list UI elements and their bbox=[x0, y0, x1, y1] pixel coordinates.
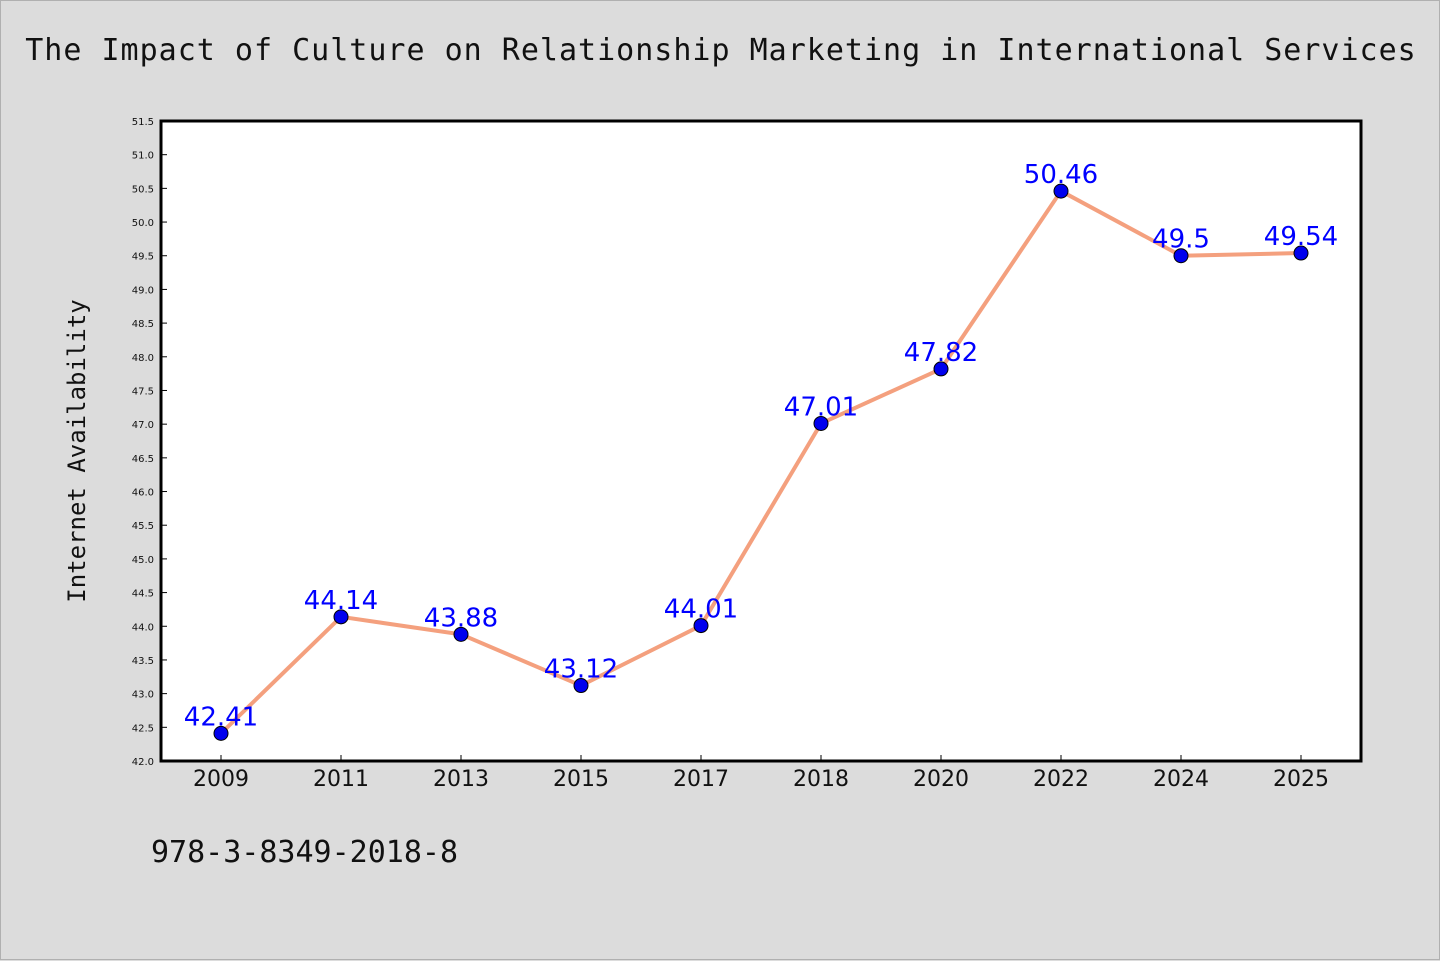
isbn-text: 978-3-8349-2018-8 bbox=[151, 835, 459, 870]
y-tick-label: 47.5 bbox=[132, 386, 154, 397]
data-label: 47.82 bbox=[904, 338, 978, 368]
y-tick-label: 48.5 bbox=[132, 319, 154, 330]
series-line bbox=[219, 189, 1302, 735]
x-tick-label: 2013 bbox=[433, 767, 489, 792]
x-tick-label: 2025 bbox=[1273, 767, 1329, 792]
data-label: 50.46 bbox=[1024, 160, 1098, 190]
y-tick-label: 42.5 bbox=[132, 723, 154, 734]
data-point bbox=[213, 725, 229, 741]
data-label: 47.01 bbox=[784, 392, 858, 422]
y-tick-label: 44.5 bbox=[132, 589, 154, 600]
data-label: 43.12 bbox=[544, 655, 618, 685]
data-point bbox=[813, 415, 829, 431]
y-tick-label: 45.0 bbox=[132, 555, 154, 566]
x-tick-label: 2017 bbox=[673, 767, 729, 792]
series-layer: 42.41 44.14 43.88 43.12 44.01 47.01 47.82 50.46… bbox=[184, 160, 1338, 741]
x-tick-label: 2024 bbox=[1153, 767, 1209, 792]
data-point bbox=[693, 618, 709, 634]
data-label: 42.41 bbox=[184, 702, 258, 732]
y-tick-label: 46.0 bbox=[132, 488, 154, 499]
data-point bbox=[1053, 183, 1069, 199]
x-axis: 2009 2011 2013 2015 2017 2018 2020 2022 2024 2025 bbox=[193, 755, 1329, 792]
x-tick-label: 2018 bbox=[793, 767, 849, 792]
x-tick-label: 2022 bbox=[1033, 767, 1089, 792]
y-tick-label: 48.0 bbox=[132, 353, 154, 364]
y-tick-label: 47.0 bbox=[132, 420, 154, 431]
y-tick-label: 43.5 bbox=[132, 656, 154, 667]
y-tick-label: 51.5 bbox=[132, 117, 154, 128]
y-tick-label: 50.0 bbox=[132, 218, 154, 229]
y-tick-label: 42.0 bbox=[132, 757, 154, 768]
data-point bbox=[933, 361, 949, 377]
data-label: 49.54 bbox=[1264, 222, 1338, 252]
data-point bbox=[1173, 248, 1189, 264]
y-tick-label: 44.0 bbox=[132, 622, 154, 633]
data-point bbox=[1293, 245, 1309, 261]
data-label: 44.01 bbox=[664, 595, 738, 625]
y-tick-label: 51.0 bbox=[132, 151, 154, 162]
data-point bbox=[573, 678, 589, 694]
y-tick-label: 46.5 bbox=[132, 454, 154, 465]
y-tick-label: 43.0 bbox=[132, 690, 154, 701]
chart-title: The Impact of Culture on Relationship Ma… bbox=[25, 33, 1417, 68]
x-tick-label: 2015 bbox=[553, 767, 609, 792]
x-tick-label: 2020 bbox=[913, 767, 969, 792]
y-axis: 42.0 42.5 43.0 43.5 44.0 44.5 45.0 45.5 46.0 46.5… bbox=[132, 117, 167, 768]
data-label: 43.88 bbox=[424, 603, 498, 633]
y-tick-label: 50.5 bbox=[132, 184, 154, 195]
y-tick-label: 49.0 bbox=[132, 285, 154, 296]
data-point bbox=[333, 609, 349, 625]
data-label: 49.5 bbox=[1152, 225, 1210, 255]
data-point bbox=[453, 626, 469, 642]
y-tick-label: 45.5 bbox=[132, 521, 154, 532]
x-tick-label: 2009 bbox=[193, 767, 249, 792]
data-label: 44.14 bbox=[304, 586, 378, 616]
y-tick-label: 49.5 bbox=[132, 252, 154, 263]
plot-area bbox=[159, 119, 1363, 763]
x-tick-label: 2011 bbox=[313, 767, 369, 792]
